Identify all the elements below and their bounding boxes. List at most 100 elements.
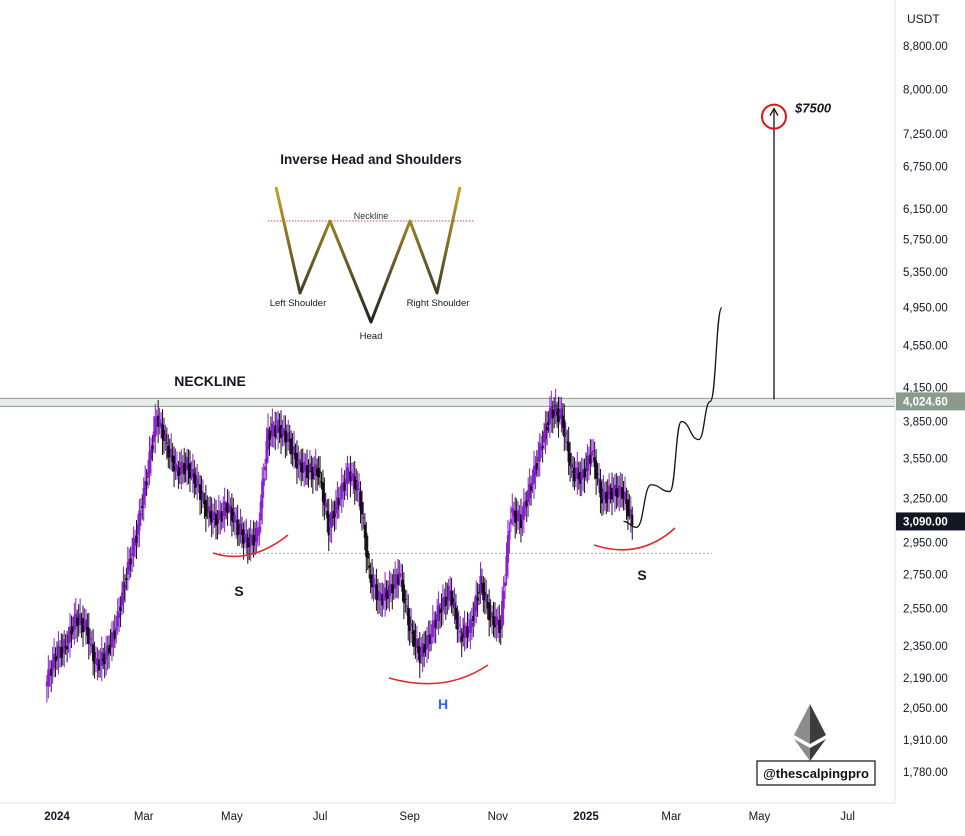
candle-body [320,481,323,483]
candle-body [324,502,327,508]
candle-body [57,645,60,659]
candle-body [253,536,257,539]
candle-body [370,574,374,588]
candle-body [76,617,79,627]
candle-body [522,501,525,520]
candle-body [245,533,248,543]
candle-body [534,465,537,475]
left-shoulder-marker: S [234,583,243,599]
candle-body [524,507,527,509]
candle-body [600,488,603,504]
candle-body [172,455,176,472]
candle-body [119,606,122,612]
candle-body [184,465,187,468]
head-arc [388,664,489,685]
candle-body [118,612,121,619]
candle-body [618,485,621,496]
candle-body [472,615,475,622]
candle-body [193,473,196,484]
candle-body [447,585,450,601]
candle-body [415,639,418,648]
candle-body [281,427,284,434]
time-axis[interactable]: 2024 Mar May Jul Sep Nov 2025 Mar May Jul [0,802,895,823]
candle-body [297,461,300,464]
inset-pattern-diagram: Inverse Head and Shoulders Neckline Left S… [268,152,474,342]
price-tick-label: 3,250.00 [903,494,948,506]
candle-body [392,584,395,588]
candle-body [570,463,573,468]
price-tick-label: 8,800.00 [903,41,948,53]
candle-body [47,669,50,687]
candle-body [449,590,452,595]
price-tick-label: 7,250.00 [903,129,948,141]
candle-body [239,523,242,535]
candle-body [203,500,206,505]
time-tick-label: Mar [661,811,681,823]
time-tick-label: Jul [840,811,855,823]
candle-body [136,524,140,535]
candle-body [457,624,460,626]
candle-body [434,619,437,629]
neckline-text: NECKLINE [174,373,246,389]
candle-body [66,645,69,650]
candle-body [139,513,142,516]
candle-body [266,428,270,450]
price-tick-label: 2,190.00 [903,673,948,685]
candle-body [479,575,482,594]
candle-body [389,583,392,592]
candle-body [566,441,569,443]
candle-body [167,445,170,458]
candle-body [287,432,290,443]
candle-body [339,498,342,500]
candle-body [363,524,366,539]
candle-body [545,426,549,431]
candle-body [599,481,602,498]
candle-body [609,492,612,494]
price-tick-label: 5,350.00 [903,267,948,279]
candle-body [213,512,216,520]
candle-body [242,529,245,544]
price-tick-label: 3,850.00 [903,417,948,429]
inset-left-shoulder-label: Left Shoulder [270,298,327,309]
candle-body [466,626,469,638]
candle-body [248,542,251,547]
candle-body [629,509,632,518]
candle-body [227,504,231,506]
candle-body [300,462,303,473]
candle-body [132,537,135,557]
candle-body [282,428,286,437]
candle-body [423,646,426,653]
candle-body [580,473,583,481]
candle-body [74,613,77,625]
price-tick-label: 4,550.00 [903,341,948,353]
neckline-price-label: 4,024.60 [903,396,948,408]
candle-body [547,421,550,426]
candle-body [542,431,546,443]
candle-body [555,412,559,414]
candle-body [626,499,630,517]
candle-body [48,674,51,677]
candle-body [605,491,608,504]
candle-body [388,585,391,596]
candle-body [515,513,518,521]
candle-body [459,630,462,633]
candle-body [453,602,456,609]
candle-body [582,468,585,479]
candle-body [464,629,468,634]
candle-body [123,585,127,587]
price-axis[interactable]: USDT 8,800.00 8,000.00 7,250.00 6,750.00 6,15… [894,0,965,803]
candle-body [210,510,213,523]
candle-body [625,500,628,504]
candle-body [514,510,517,523]
candle-body [292,446,296,455]
candle-body [441,597,445,610]
candle-body [92,644,95,661]
candle-body [405,605,408,608]
candle-body [243,534,246,538]
candle-body [410,623,413,627]
candle-body [463,624,466,639]
candle-body [235,521,238,523]
candle-body [220,511,223,522]
candle-body [446,597,449,599]
